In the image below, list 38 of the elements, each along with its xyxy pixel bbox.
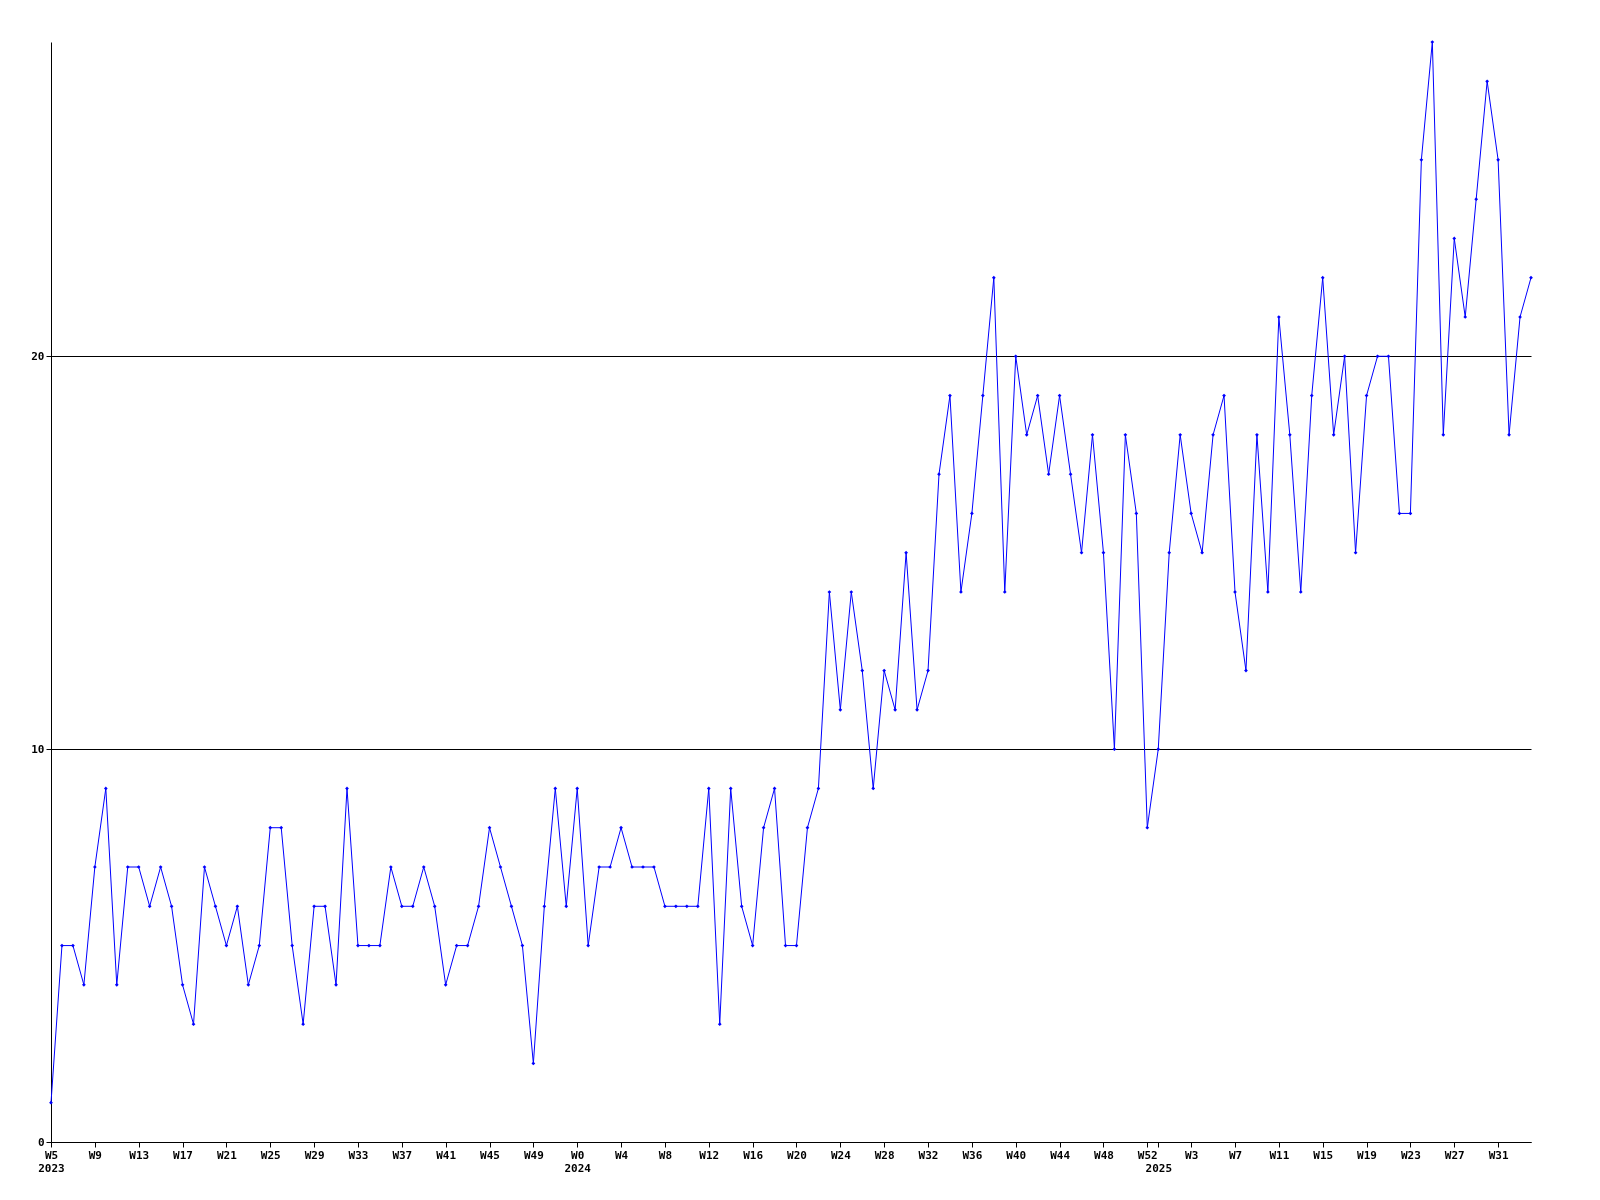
x-tick-label: W5 2023 [38,1148,65,1175]
x-tick-label: W9 [88,1148,102,1162]
x-tick-label: W32 [918,1148,939,1162]
x-tick-label: W49 [523,1148,544,1162]
x-tick-label: 2025 [1145,1161,1173,1175]
x-tick-label: W20 [787,1148,807,1162]
x-tick-label: W24 [830,1148,852,1162]
x-tick-label: W15 [1313,1148,1334,1162]
x-tick-label: W33 [348,1148,369,1162]
x-tick-label: W13 [129,1148,150,1162]
x-tick-label: W44 [1050,1148,1071,1162]
x-tick-label: W11 [1269,1148,1290,1162]
x-tick-label: W28 [874,1148,895,1162]
x-tick-label: W21 [216,1148,238,1162]
x-tick-label: W48 [1094,1148,1114,1162]
x-tick-label: W16 [743,1148,764,1162]
x-tick-label: W40 [1006,1148,1027,1162]
x-tick-label: W27 [1444,1148,1465,1162]
x-tick-label: W4 [614,1148,629,1162]
x-tick-label: W8 [658,1148,673,1162]
x-tick-label: W36 [962,1148,983,1162]
x-tick-label: W12 [699,1148,720,1162]
x-tick-label: W23 [1400,1148,1421,1162]
x-tick-label: W52 [1137,1148,1158,1162]
x-tick-label: W25 [260,1148,281,1162]
y-tick-label: 0 [37,1135,45,1149]
x-tick-label: W3 [1185,1148,1199,1162]
x-tick-label: W29 [304,1148,325,1162]
x-tick-label: W37 [392,1148,413,1162]
y-tick-label: 20 [31,349,45,363]
x-tick-label: W19 [1357,1148,1377,1162]
x-tick-label: W45 [480,1148,500,1162]
x-tick-label: W31 [1488,1148,1509,1162]
y-tick-label: 10 [31,742,45,756]
x-tick-label: W17 [173,1148,193,1162]
x-tick-label: W7 [1228,1148,1243,1162]
x-tick-label: W41 [436,1148,457,1162]
x-tick-label: W0 2024 [564,1148,592,1175]
